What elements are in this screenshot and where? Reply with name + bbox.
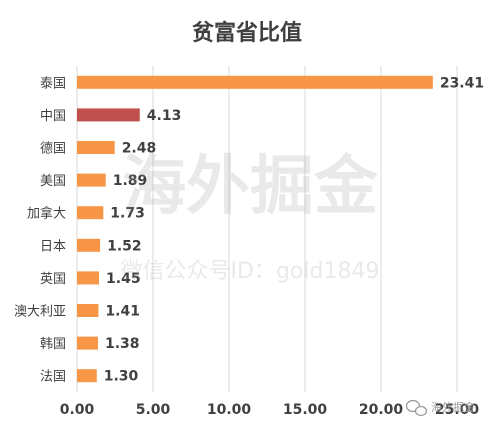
bar	[77, 369, 97, 383]
watermark-main: 海外掘金	[122, 149, 379, 224]
bar	[77, 141, 115, 154]
x-tick-label: 0.00	[60, 402, 95, 418]
data-label: 2.48	[122, 141, 157, 157]
x-tick-label: 20.00	[359, 402, 404, 418]
category-label: 澳大利亚	[14, 304, 66, 320]
bar	[77, 108, 140, 122]
bar	[77, 206, 104, 220]
bar	[77, 271, 100, 285]
bar	[77, 238, 101, 252]
data-label: 1.38	[105, 336, 140, 352]
chart-title: 贫富省比值	[192, 20, 302, 46]
bars-layer	[77, 75, 433, 383]
data-label: 1.41	[105, 304, 140, 320]
x-tick-label: 10.00	[207, 402, 252, 418]
bar	[77, 304, 99, 317]
category-label: 美国	[40, 174, 66, 189]
bar	[77, 336, 98, 350]
x-tick-label: 5.00	[136, 402, 171, 418]
bar	[77, 75, 433, 89]
category-label: 泰国	[40, 76, 66, 91]
labels-layer: 泰国 23.41 中国 4.13 德国 2.48 美国 1.89 加拿大 1.73 日本 1.52 英国…	[14, 75, 484, 384]
category-label: 日本	[40, 239, 66, 254]
x-tick-label: 25.00	[435, 402, 480, 418]
data-label: 1.89	[113, 173, 148, 189]
x-tick-label: 15.00	[283, 402, 328, 418]
wechat-icon	[405, 399, 428, 417]
data-label: 1.73	[110, 206, 145, 222]
watermark: 海外掘金 微信公众号ID：gold1849	[121, 149, 380, 284]
bar	[77, 173, 106, 187]
x-tick-labels: 0.00 5.00 10.00 15.00 20.00 25.00	[60, 402, 480, 418]
corner-badge-text: 海外掘金	[431, 400, 475, 414]
category-label: 中国	[40, 109, 66, 124]
category-label: 加拿大	[27, 206, 66, 222]
corner-badge: 海外掘金	[405, 399, 475, 417]
category-label: 英国	[40, 272, 66, 287]
category-label: 德国	[40, 142, 66, 157]
category-label: 韩国	[40, 337, 66, 352]
data-label: 1.45	[106, 271, 141, 287]
watermark-sub: 微信公众号ID：gold1849	[121, 259, 380, 284]
data-label: 4.13	[147, 108, 182, 124]
data-label: 1.52	[107, 238, 142, 254]
data-label: 1.30	[104, 369, 139, 385]
data-label: 23.41	[440, 75, 484, 91]
category-label: 法国	[40, 370, 66, 385]
